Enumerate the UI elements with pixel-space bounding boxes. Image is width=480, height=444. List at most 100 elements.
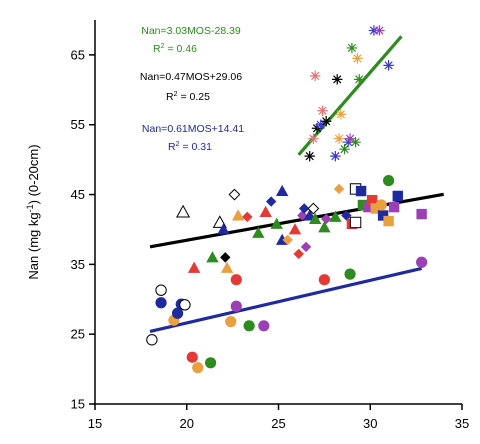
point-triangle [318, 221, 331, 233]
x-tick-label: 20 [180, 416, 194, 431]
point-triangle [309, 212, 322, 224]
r2-blue-exp: 2 [176, 141, 180, 148]
point-circle [155, 297, 167, 309]
r2-green: R2 = 0.46 [153, 43, 197, 55]
point-star [335, 109, 347, 120]
point-circle [230, 300, 242, 312]
point-square [357, 199, 369, 211]
point-diamond [265, 196, 277, 207]
r2-blue-label: R [168, 141, 176, 153]
point-square [366, 194, 378, 206]
point-square [355, 185, 367, 197]
point-circle [186, 351, 198, 363]
point-triangle-open [176, 204, 191, 218]
point-triangle [187, 261, 201, 273]
r2-black-label: R [166, 91, 174, 103]
point-triangle [270, 217, 283, 229]
point-circle [383, 174, 395, 187]
point-diamond [298, 203, 310, 214]
point-square [377, 210, 389, 221]
point-diamond [333, 183, 345, 195]
point-star [310, 70, 321, 82]
point-triangle [220, 261, 234, 273]
point-circle [344, 268, 356, 280]
point-star [333, 133, 345, 144]
point-circle [225, 316, 237, 328]
point-star [315, 119, 326, 130]
point-circle-open [155, 284, 167, 296]
point-star [339, 143, 350, 155]
r2-blue: R2 = 0.31 [168, 141, 212, 153]
point-diamond-open [228, 188, 241, 201]
point-diamond [300, 241, 312, 253]
point-square [392, 190, 403, 202]
point-triangle [206, 251, 219, 263]
point-circle [192, 362, 204, 374]
r2-black: R2 = 0.25 [166, 91, 210, 103]
point-star [308, 133, 319, 144]
point-triangle [288, 223, 302, 235]
point-star [374, 25, 385, 36]
point-circle [318, 274, 330, 286]
y-tick-label: 15 [71, 397, 85, 412]
y-ticks: 15 25 35 45 55 65 [71, 47, 95, 412]
point-circle [416, 256, 428, 268]
point-star [343, 136, 354, 148]
point-star [368, 25, 380, 36]
y-tick-label: 65 [71, 47, 85, 62]
x-tick-label: 30 [363, 416, 377, 431]
point-triangle [231, 209, 245, 221]
x-tick-label: 25 [271, 416, 285, 431]
point-circle [243, 320, 255, 332]
point-circle-open [146, 334, 158, 346]
equation-black: Nan=0.47MOS+29.06 [140, 71, 242, 83]
y-axis-title-tail: ) (0-20cm) [26, 144, 41, 204]
point-circle [171, 307, 184, 319]
point-star [346, 42, 358, 54]
point-diamond-open [307, 202, 320, 215]
point-triangle [275, 184, 289, 197]
equation-blue: Nan=0.61MOS+14.41 [142, 123, 244, 135]
point-triangle [259, 205, 272, 217]
r2-green-label: R [153, 43, 161, 55]
point-triangle [329, 210, 342, 222]
axes: 15 20 25 30 35 15 25 35 45 55 65 [71, 20, 469, 431]
point-square [383, 215, 394, 227]
point-circle-open [179, 299, 191, 311]
y-tick-label: 35 [71, 257, 85, 272]
r2-black-value: = 0.25 [178, 91, 211, 103]
point-diamond [293, 248, 304, 260]
point-square [370, 203, 381, 214]
plot-area [146, 25, 444, 374]
point-star [317, 105, 328, 116]
r2-green-exp: 2 [161, 43, 165, 50]
y-axis-title-main: Nan (mg kg [26, 212, 41, 279]
point-circle [205, 357, 217, 369]
point-star [352, 53, 363, 64]
r2-black-exp: 2 [174, 91, 178, 98]
point-square-open [349, 216, 362, 229]
point-circle [375, 199, 387, 211]
point-star [304, 150, 315, 162]
equation-green: Nan=3.03MOS-28.39 [141, 25, 241, 37]
point-star [383, 60, 394, 71]
fit-line-stars [297, 35, 403, 156]
point-circle [258, 320, 270, 332]
point-triangle [252, 226, 265, 238]
point-circle [230, 274, 242, 286]
data-points [146, 25, 428, 374]
y-tick-label: 55 [71, 117, 85, 132]
point-diamond [321, 213, 332, 225]
fit-line-circles [149, 266, 422, 334]
point-diamond [282, 234, 293, 246]
x-tick-label: 15 [88, 416, 102, 431]
point-star [350, 136, 361, 148]
x-tick-label: 35 [455, 416, 469, 431]
point-star [330, 150, 341, 162]
y-axis-title-sup: -1 [25, 204, 35, 212]
point-star [344, 133, 356, 144]
point-square [416, 208, 427, 220]
y-tick-label: 45 [71, 187, 85, 202]
point-diamond [242, 211, 253, 223]
